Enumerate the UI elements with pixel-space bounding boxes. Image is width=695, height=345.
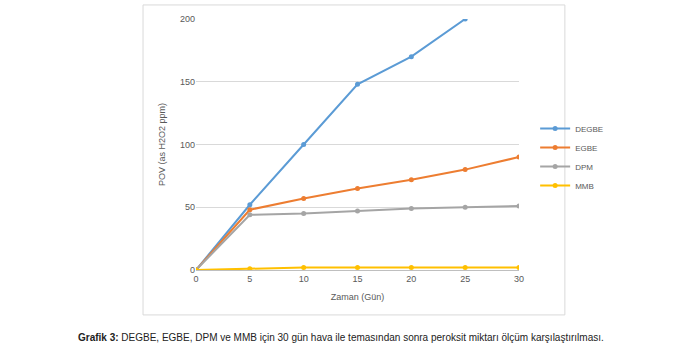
svg-text:15: 15 (352, 274, 362, 284)
svg-text:Zaman (Gün): Zaman (Gün) (331, 292, 385, 302)
svg-text:100: 100 (180, 140, 195, 150)
svg-text:DEGBE: DEGBE (575, 125, 603, 134)
svg-text:150: 150 (180, 77, 195, 87)
svg-text:MMB: MMB (575, 182, 594, 191)
svg-text:Grafik 3: DEGBE, EGBE, DPM ve: Grafik 3: DEGBE, EGBE, DPM ve MMB için 3… (78, 332, 604, 343)
svg-text:30: 30 (514, 274, 524, 284)
svg-text:DPM: DPM (575, 163, 593, 172)
svg-text:50: 50 (185, 202, 195, 212)
svg-text:200: 200 (180, 14, 195, 24)
svg-text:5: 5 (247, 274, 252, 284)
svg-text:25: 25 (460, 274, 470, 284)
svg-text:EGBE: EGBE (575, 144, 597, 153)
svg-text:0: 0 (193, 274, 198, 284)
svg-text:10: 10 (299, 274, 309, 284)
svg-text:0: 0 (190, 265, 195, 275)
svg-text:POV (as H2O2 ppm): POV (as H2O2 ppm) (157, 103, 167, 186)
svg-text:20: 20 (406, 274, 416, 284)
